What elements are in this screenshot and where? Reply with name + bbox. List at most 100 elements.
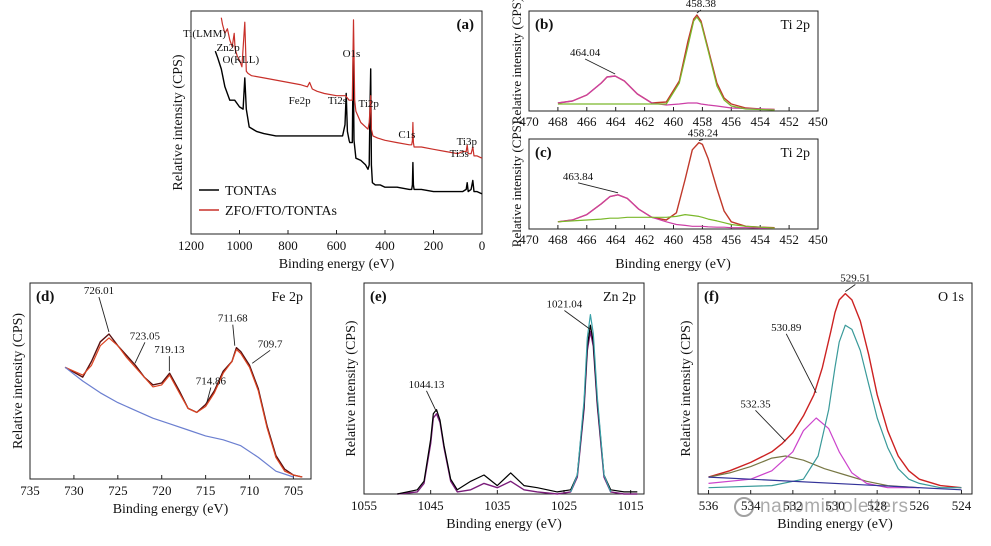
- panel-b-peak-label-1: 458.38: [686, 0, 717, 10]
- panel-b-peak-label-0: 464.04: [570, 47, 601, 59]
- panel-a-annotation-4: Ti2s: [328, 95, 347, 107]
- panel-d-peak-label-3: 714.86: [196, 376, 227, 388]
- panel-b-peak-arrow-0: [584, 58, 616, 75]
- panel-a-annotation-8: Ti3p: [457, 136, 478, 148]
- panel-a-xtick-label-6: 0: [479, 238, 486, 253]
- panel-e-series-0-line: [397, 330, 638, 495]
- panel-f-series-0-line: [708, 292, 962, 489]
- panel-f-series-4-line: [708, 476, 962, 491]
- panel-a-xtick-label-5: 200: [424, 238, 444, 253]
- panel-b-xtick-label-2: 466: [577, 114, 597, 129]
- panel-b-xtick-label-7: 456: [722, 114, 742, 129]
- panel-d-series-2-line: [64, 366, 294, 478]
- panel-c-xtick-label-5: 460: [664, 232, 684, 247]
- panel-b-xtick-label-5: 460: [664, 114, 684, 129]
- panel-e-xlabel: Binding energy (eV): [446, 517, 562, 532]
- panel-c-xtick-label-10: 450: [808, 232, 828, 247]
- panel-c-xtick-label-4: 462: [635, 232, 655, 247]
- panel-b-xtick-label-1: 468: [548, 114, 568, 129]
- panel-d-peak-arrow-5: [251, 349, 271, 364]
- panel-a-label: (a): [457, 17, 475, 33]
- panel-a-annotation-7: C1s: [398, 129, 415, 141]
- panel-b-xtick-label-0: 470: [519, 114, 539, 129]
- panel-d-peak-arrow-0: [98, 296, 110, 333]
- panel-d-peak-label-1: 723.05: [130, 330, 161, 342]
- panel-d-frame: [29, 282, 312, 480]
- panel-c-xtick-label-0: 470: [519, 232, 539, 247]
- panel-a-annotation-3: Fe2p: [289, 95, 312, 107]
- panel-a-ylabel: Relative intensity (CPS): [171, 54, 186, 190]
- panel-f-xlabel: Binding energy (eV): [777, 517, 893, 532]
- panel-f-xtick-label-5: 526: [910, 498, 930, 513]
- panel-b-label: (b): [535, 17, 553, 33]
- panel-a-xtick-label-0: 1200: [178, 238, 204, 253]
- panel-d-xtick-label-1: 730: [64, 483, 84, 498]
- panel-a-annotation-9: Ti3s: [450, 148, 469, 160]
- panel-c-series-0-line: [557, 141, 775, 229]
- panel-c-xtick-label-3: 464: [606, 232, 626, 247]
- panel-b-frame: [528, 10, 819, 112]
- panel-a-annotation-1: Zn2p: [217, 42, 241, 54]
- panel-f-peak-label-1: 530.89: [771, 322, 802, 334]
- panel-e-peak-arrow-1: [564, 310, 591, 330]
- panel-f-peak-label-2: 529.51: [840, 273, 870, 285]
- panel-c-peak-arrow-1: [698, 139, 704, 142]
- panel-f-xtick-label-6: 524: [952, 498, 972, 513]
- panel-e-peak-label-0: 1044.13: [409, 379, 445, 391]
- panel-d-peak-label-0: 726.01: [84, 285, 114, 297]
- panel-b-xtick-label-3: 464: [606, 114, 626, 129]
- panel-c-xtick-label-7: 456: [722, 232, 742, 247]
- panel-d-xtick-label-3: 720: [152, 483, 172, 498]
- panel-d-peak-label-4: 711.68: [218, 313, 248, 325]
- panel-d-peak-arrow-4: [232, 324, 236, 346]
- panel-b-xtick-label-10: 450: [808, 114, 828, 129]
- panel-c-xtick-label-2: 466: [577, 232, 597, 247]
- panel-f-corner-label: O 1s: [938, 290, 964, 305]
- panel-f-peak-arrow-0: [755, 410, 786, 442]
- panel-a-xtick-label-4: 400: [375, 238, 395, 253]
- panel-d-xtick-label-6: 705: [284, 483, 304, 498]
- panel-f-peak-arrow-1: [785, 333, 817, 394]
- panel-d-corner-label: Fe 2p: [272, 290, 304, 305]
- panel-a-xtick-label-1: 1000: [227, 238, 253, 253]
- panel-b-peak-arrow-1: [696, 9, 702, 14]
- panel-f-series-1-line: [708, 455, 920, 489]
- panel-e-peak-arrow-0: [426, 390, 437, 413]
- panel-b-xtick-label-8: 454: [750, 114, 770, 129]
- panel-f-peak-label-0: 532.35: [740, 398, 771, 410]
- panel-e-series-1-line: [397, 324, 638, 495]
- panel-e-xtick-label-1: 1045: [418, 498, 444, 513]
- panel-d-xtick-label-0: 735: [20, 483, 40, 498]
- panel-b-series-1-line: [557, 75, 775, 111]
- panel-d-xlabel: Binding energy (eV): [113, 502, 229, 517]
- panel-a-xlabel: Binding energy (eV): [279, 257, 395, 272]
- watermark-text: nanomicroletters: [760, 496, 909, 517]
- panel-a-annotation-6: Ti2p: [358, 98, 379, 110]
- panel-c-xtick-label-6: 458: [693, 232, 713, 247]
- panel-a-legend-label-1: ZFO/FTO/TONTAs: [225, 204, 337, 219]
- panel-f-xtick-label-0: 536: [699, 498, 719, 513]
- panel-e-xtick-label-4: 1015: [618, 498, 644, 513]
- panel-a-xtick-label-2: 800: [278, 238, 298, 253]
- watermark: nanomicroletters: [734, 494, 974, 520]
- panel-f-xtick-label-4: 528: [867, 498, 887, 513]
- panel-c-series-2-line: [557, 214, 775, 229]
- panel-a-annotation-2: O(KLL): [223, 54, 260, 66]
- panel-c-label: (c): [535, 145, 552, 161]
- panel-a-series-1-line: [220, 17, 483, 159]
- panel-a-xtick-label-3: 600: [327, 238, 347, 253]
- panel-f-xtick-label-2: 532: [783, 498, 803, 513]
- panel-d-peak-label-5: 709.7: [258, 338, 283, 350]
- panel-d-xtick-label-5: 710: [240, 483, 260, 498]
- panel-e-frame: [363, 282, 645, 495]
- panel-f-peak-arrow-2: [845, 284, 856, 292]
- panel-c-corner-label: Ti 2p: [781, 146, 810, 161]
- panel-c-xtick-label-8: 454: [750, 232, 770, 247]
- panel-e-corner-label: Zn 2p: [603, 290, 636, 305]
- panel-c-peak-label-0: 463.84: [563, 171, 594, 183]
- panel-c-peak-label-1: 458.24: [688, 128, 719, 140]
- panel-e-peak-label-1: 1021.04: [547, 299, 583, 311]
- panel-d-peak-arrow-1: [134, 342, 146, 364]
- panel-e-xtick-label-0: 1055: [351, 498, 377, 513]
